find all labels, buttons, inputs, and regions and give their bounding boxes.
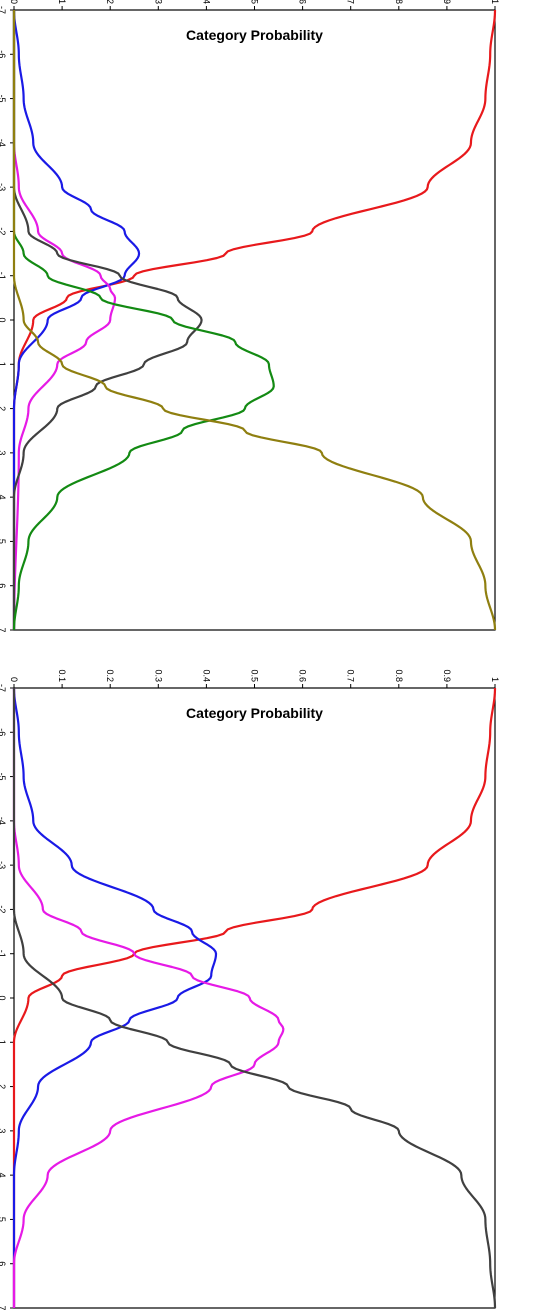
- y-tick-label: 0.4: [201, 669, 211, 682]
- x-tick-label: 0: [0, 995, 7, 1000]
- y-tick-label: 0.1: [57, 0, 67, 4]
- y-tick-label: 0.6: [298, 0, 308, 4]
- y-axis-title: Category Probability: [186, 705, 323, 721]
- y-tick-label: 1: [490, 0, 500, 4]
- y-tick-label: 0.5: [250, 669, 260, 682]
- x-tick-label: 5: [0, 1217, 7, 1222]
- y-tick-label: 0.3: [153, 0, 163, 4]
- y-tick-label: 0.8: [394, 0, 404, 4]
- x-tick-label: -1: [0, 272, 7, 280]
- x-tick-label: -1: [0, 950, 7, 958]
- plot-frame: [13, 687, 496, 1309]
- x-tick-label: 4: [0, 1173, 7, 1178]
- x-tick-label: -7: [0, 684, 7, 692]
- x-tick-label: -4: [0, 817, 7, 825]
- x-tick-label: 3: [0, 450, 7, 455]
- x-tick-label: -7: [0, 6, 7, 14]
- x-tick-label: -2: [0, 227, 7, 235]
- x-tick-label: -5: [0, 95, 7, 103]
- y-tick-label: 0: [9, 0, 19, 4]
- y-tick-label: 0.7: [346, 669, 356, 682]
- x-tick-label: 6: [0, 1261, 7, 1266]
- x-tick-label: 5: [0, 539, 7, 544]
- y-tick-label: 0.8: [394, 669, 404, 682]
- y-tick-label: 1: [490, 677, 500, 682]
- plot-frame: [13, 9, 496, 631]
- x-tick-label: 1: [0, 362, 7, 367]
- series-line-4: [12, 688, 497, 1309]
- series-line-2: [12, 687, 218, 1308]
- x-tick-label: -3: [0, 861, 7, 869]
- x-tick-label: -6: [0, 50, 7, 58]
- y-tick-label: 0.4: [201, 0, 211, 4]
- x-tick-label: -5: [0, 773, 7, 781]
- x-tick-label: 1: [0, 1040, 7, 1045]
- y-tick-label: 0.9: [442, 0, 452, 4]
- y-tick-label: 0.3: [153, 669, 163, 682]
- y-axis-title: Category Probability: [186, 27, 323, 43]
- x-tick-label: 7: [0, 627, 7, 632]
- chart-2: -7 -6 -5 -4 -3 -2 -1 0 1 2 3 4 5 6 7 0 0.1 0.2 0.3 0.4 0.5 0.…: [0, 669, 500, 1310]
- y-tick-label: 0.2: [105, 0, 115, 4]
- chart-1: -7 -6 -5 -4 -3 -2 -1 0 1 2 3 4 5 6 7 0 0.1 0.2 0.3 0.4 0.5 0.…: [0, 0, 500, 633]
- x-tick-label: 6: [0, 583, 7, 588]
- x-tick-label: 2: [0, 406, 7, 411]
- x-tick-label: -2: [0, 905, 7, 913]
- x-tick-label: -3: [0, 183, 7, 191]
- x-tick-label: 7: [0, 1305, 7, 1310]
- x-tick-label: 0: [0, 317, 7, 322]
- y-tick-label: 0.6: [298, 669, 308, 682]
- x-tick-label: -6: [0, 728, 7, 736]
- y-tick-label: 0.9: [442, 669, 452, 682]
- x-tick-label: 3: [0, 1128, 7, 1133]
- x-tick-label: 2: [0, 1084, 7, 1089]
- y-tick-label: 0: [9, 677, 19, 682]
- series-line-6: [12, 10, 497, 631]
- x-tick-label: -4: [0, 139, 7, 147]
- y-tick-label: 0.2: [105, 669, 115, 682]
- y-tick-label: 0.7: [346, 0, 356, 4]
- x-tick-label: 4: [0, 495, 7, 500]
- y-tick-label: 0.1: [57, 669, 67, 682]
- y-tick-label: 0.5: [250, 0, 260, 4]
